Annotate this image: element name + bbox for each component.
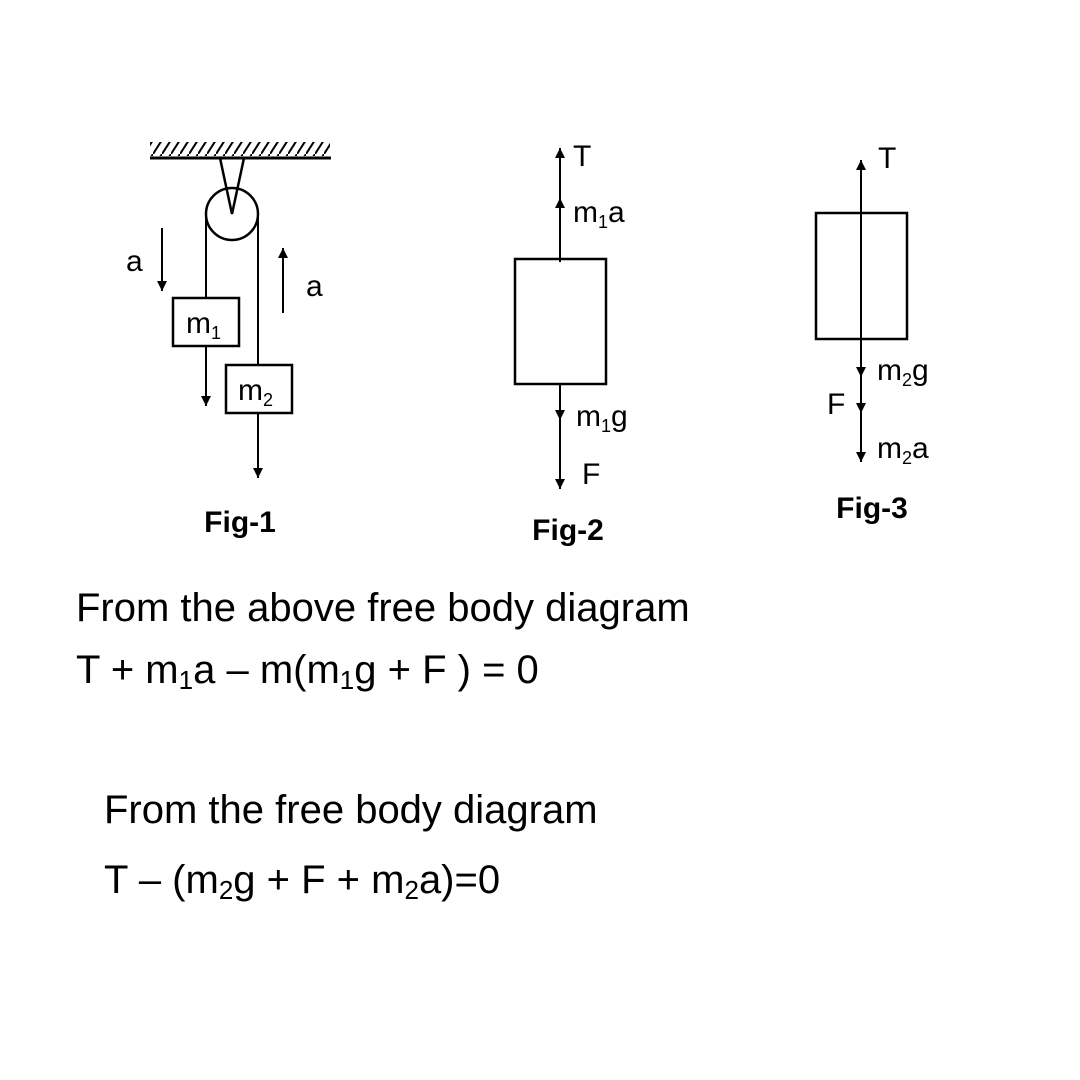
pulley-bracket (218, 157, 246, 215)
accel-left-label: a (126, 245, 143, 278)
mass-m2-block (224, 363, 294, 415)
fig3-inertia-label: m2a (877, 432, 929, 468)
fig2-caption: Fig-2 (532, 514, 604, 547)
text-line-2: From the free body diagram (104, 788, 598, 832)
fig3-force-label: F (827, 388, 845, 421)
mass-m1-block (171, 296, 241, 348)
accel-right-label: a (306, 270, 323, 303)
fig3-weight-label: m2g (877, 354, 929, 390)
fig2-body-block (513, 257, 608, 386)
fig1-pulley-system: m1 m2 a a Fig-1 (126, 142, 331, 539)
fig3-caption: Fig-3 (836, 492, 908, 525)
fig3-free-body-m2: T m2g F m2a Fig-3 (814, 142, 929, 525)
ceiling-hatch (150, 142, 330, 156)
fig1-caption: Fig-1 (204, 506, 276, 539)
text-line-1: From the above free body diagram (76, 586, 690, 630)
fig2-tension-label: T (573, 140, 591, 173)
fig2-weight-label: m1g (576, 400, 628, 436)
fig2-force-label: F (582, 458, 600, 491)
equation-2: T – (m2g + F + m2a)=0 (104, 858, 501, 905)
fig3-tension-label: T (878, 142, 896, 175)
mass-m2-label: m2 (238, 374, 273, 410)
fig2-inertia-label: m1a (573, 196, 625, 232)
equation-1: T + m1a – m(m1g + F ) = 0 (76, 648, 539, 695)
mass-m1-label: m1 (186, 307, 221, 343)
fig2-free-body-m1: T m1a m1g F Fig-2 (513, 140, 628, 547)
